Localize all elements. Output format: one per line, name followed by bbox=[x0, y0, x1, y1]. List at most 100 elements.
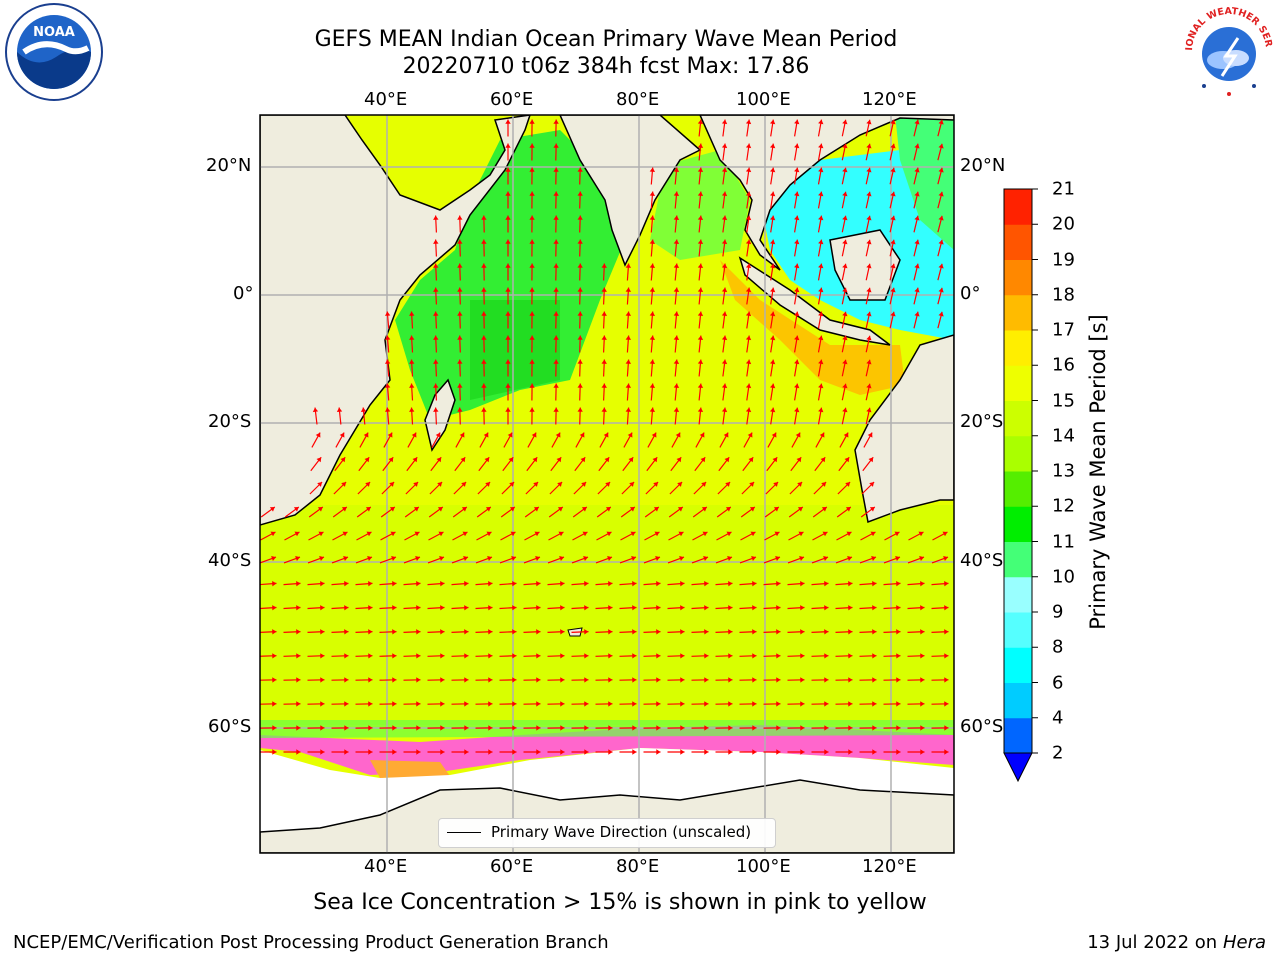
wave-arrow-head bbox=[632, 629, 637, 635]
wave-arrow-head bbox=[872, 605, 877, 611]
wave-arrow-head bbox=[656, 653, 661, 659]
lon-tick-bottom-80e: 80°E bbox=[616, 856, 660, 877]
wave-arrow-head bbox=[872, 677, 877, 683]
wave-arrow-head bbox=[392, 701, 397, 707]
wave-arrow-head bbox=[601, 359, 607, 364]
wave-arrow-head bbox=[942, 531, 948, 537]
wave-arrow-head bbox=[553, 167, 559, 172]
wave-arrow-head bbox=[412, 457, 418, 463]
wave-arrow-head bbox=[680, 605, 685, 611]
wave-arrow-head bbox=[938, 119, 944, 125]
wave-arrow-head bbox=[481, 263, 487, 268]
noaa-logo-icon: NOAA bbox=[4, 2, 104, 106]
wave-arrow-head bbox=[896, 581, 901, 587]
wave-arrow-head bbox=[866, 287, 872, 293]
lat-tick-right-20n: 20°N bbox=[960, 155, 1006, 176]
wave-arrow-head bbox=[890, 287, 896, 293]
wave-arrow-head bbox=[505, 119, 511, 124]
wave-arrow-head bbox=[411, 432, 417, 438]
wave-arrow-head bbox=[871, 556, 876, 561]
colorbar-tick-label: 11 bbox=[1052, 531, 1075, 552]
wave-arrow-head bbox=[752, 581, 757, 587]
wave-arrow-head bbox=[385, 383, 391, 388]
wave-arrow-head bbox=[625, 311, 631, 316]
wave-arrow-head bbox=[529, 119, 535, 124]
wave-arrow-head bbox=[577, 263, 583, 268]
wave-arrow-head bbox=[944, 629, 949, 635]
wave-arrow-head bbox=[601, 287, 607, 292]
wave-arrow-head bbox=[488, 701, 493, 707]
colorbar-tick-label: 13 bbox=[1052, 460, 1075, 482]
wave-arrow-head bbox=[632, 653, 637, 659]
wave-arrow-head bbox=[721, 191, 728, 197]
wave-arrow-head bbox=[842, 167, 848, 173]
wave-arrow-head bbox=[529, 143, 535, 148]
wave-arrow-head bbox=[869, 507, 875, 512]
wave-arrow-head bbox=[890, 143, 896, 149]
wave-arrow-head bbox=[392, 605, 397, 611]
wave-arrow-head bbox=[848, 653, 853, 659]
wave-arrow-head bbox=[584, 725, 589, 731]
wave-arrow-head bbox=[656, 677, 661, 683]
wave-arrow-head bbox=[914, 311, 920, 317]
wave-arrow-head bbox=[317, 507, 323, 512]
wave-arrow-head bbox=[704, 581, 709, 587]
wave-arrow-head bbox=[944, 677, 949, 683]
wave-arrow-head bbox=[512, 581, 517, 587]
wave-arrow-head bbox=[721, 359, 728, 365]
wave-arrow-head bbox=[505, 311, 511, 316]
wave-arrow-head bbox=[296, 605, 301, 611]
wave-arrow-head bbox=[745, 287, 752, 293]
wave-arrow-head bbox=[481, 407, 487, 412]
wave-arrow-head bbox=[752, 701, 757, 707]
wave-arrow-head bbox=[608, 653, 613, 659]
india-land bbox=[559, 115, 702, 267]
wave-arrow-head bbox=[794, 287, 800, 293]
wave-arrow-head bbox=[385, 359, 391, 364]
wave-arrow-head bbox=[416, 749, 421, 755]
wave-arrow-head bbox=[872, 701, 877, 707]
wave-arrow-head bbox=[649, 287, 655, 292]
wave-arrow-head bbox=[294, 531, 300, 537]
wave-arrow-head bbox=[649, 311, 655, 316]
wave-arrow-head bbox=[914, 119, 920, 125]
wave-arrow-head bbox=[652, 457, 658, 463]
wave-arrow-head bbox=[601, 407, 607, 412]
wave-arrow-head bbox=[416, 653, 421, 659]
wave-arrow-head bbox=[536, 677, 541, 683]
wave-arrow-head bbox=[629, 507, 635, 512]
wave-arrow-head bbox=[656, 581, 661, 587]
wave-arrow-head bbox=[560, 629, 565, 635]
wave-arrow-head bbox=[776, 653, 781, 659]
wave-arrow-head bbox=[553, 191, 559, 196]
wave-arrow-head bbox=[699, 432, 705, 438]
wave-arrow-head bbox=[488, 605, 493, 611]
wave-arrow-head bbox=[457, 359, 463, 364]
wave-arrow-head bbox=[824, 725, 829, 731]
wave-arrow-head bbox=[872, 653, 877, 659]
wave-arrow-head bbox=[770, 287, 776, 293]
wave-arrow-head bbox=[556, 457, 562, 463]
wave-arrow-head bbox=[872, 725, 877, 731]
wave-arrow-head bbox=[842, 263, 848, 269]
wave-arrow-head bbox=[680, 581, 685, 587]
colorbar-tick-label: 4 bbox=[1052, 707, 1064, 729]
lat-tick-left-60s: 60°S bbox=[208, 716, 252, 737]
wave-arrow-head bbox=[914, 143, 920, 149]
wave-arrow-head bbox=[675, 432, 681, 438]
wave-arrow-head bbox=[794, 215, 800, 221]
colorbar-swatch bbox=[1004, 400, 1032, 437]
wave-arrow-head bbox=[583, 556, 588, 561]
wave-arrow-head bbox=[486, 531, 492, 537]
wave-arrow-head bbox=[796, 457, 802, 463]
wave-arrow-head bbox=[866, 119, 872, 125]
wave-arrow-head bbox=[943, 556, 948, 561]
wave-arrow-head bbox=[800, 677, 805, 683]
wave-arrow-head bbox=[464, 725, 469, 731]
wave-arrow-head bbox=[341, 482, 347, 487]
wave-arrow-head bbox=[697, 383, 704, 388]
lat-tick-left-40s: 40°S bbox=[208, 550, 252, 571]
colorbar-swatch bbox=[1004, 294, 1032, 331]
wave-arrow-head bbox=[529, 239, 535, 244]
wave-arrow-head bbox=[317, 482, 323, 487]
